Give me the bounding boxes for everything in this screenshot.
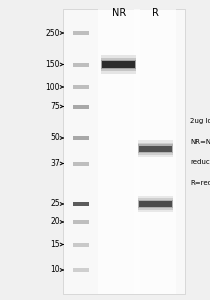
Text: R: R — [152, 8, 159, 17]
Bar — [101, 58, 136, 71]
Text: 25: 25 — [50, 200, 60, 208]
Text: 10: 10 — [50, 266, 60, 274]
Text: 50: 50 — [50, 134, 60, 142]
Bar — [139, 146, 172, 152]
Bar — [73, 85, 89, 89]
Text: 100: 100 — [45, 82, 60, 91]
Text: NR: NR — [112, 8, 126, 17]
Bar — [138, 200, 173, 208]
Bar — [138, 142, 173, 154]
Bar — [73, 202, 89, 206]
Bar — [73, 220, 89, 224]
Text: reduced: reduced — [190, 159, 210, 165]
Bar — [73, 31, 89, 35]
Text: R=reduced: R=reduced — [190, 180, 210, 186]
Bar — [139, 201, 172, 207]
Text: 75: 75 — [50, 102, 60, 111]
Bar — [138, 140, 173, 157]
Text: 20: 20 — [50, 218, 60, 226]
Bar — [73, 63, 89, 67]
Bar — [138, 196, 173, 212]
Bar — [73, 136, 89, 140]
Bar — [73, 105, 89, 109]
Bar — [101, 59, 136, 69]
Bar — [63, 9, 185, 294]
Text: 150: 150 — [45, 60, 60, 69]
Bar — [101, 55, 136, 74]
Text: NR=Non-: NR=Non- — [190, 139, 210, 145]
Bar — [73, 162, 89, 166]
Text: 250: 250 — [45, 28, 60, 38]
Text: 37: 37 — [50, 159, 60, 168]
Bar — [98, 9, 140, 294]
Text: 2ug loading: 2ug loading — [190, 118, 210, 124]
Text: 15: 15 — [50, 240, 60, 249]
Bar — [73, 243, 89, 247]
Bar — [138, 198, 173, 210]
Bar — [138, 144, 173, 153]
Bar — [102, 61, 135, 68]
Bar — [134, 9, 176, 294]
Bar — [73, 268, 89, 272]
